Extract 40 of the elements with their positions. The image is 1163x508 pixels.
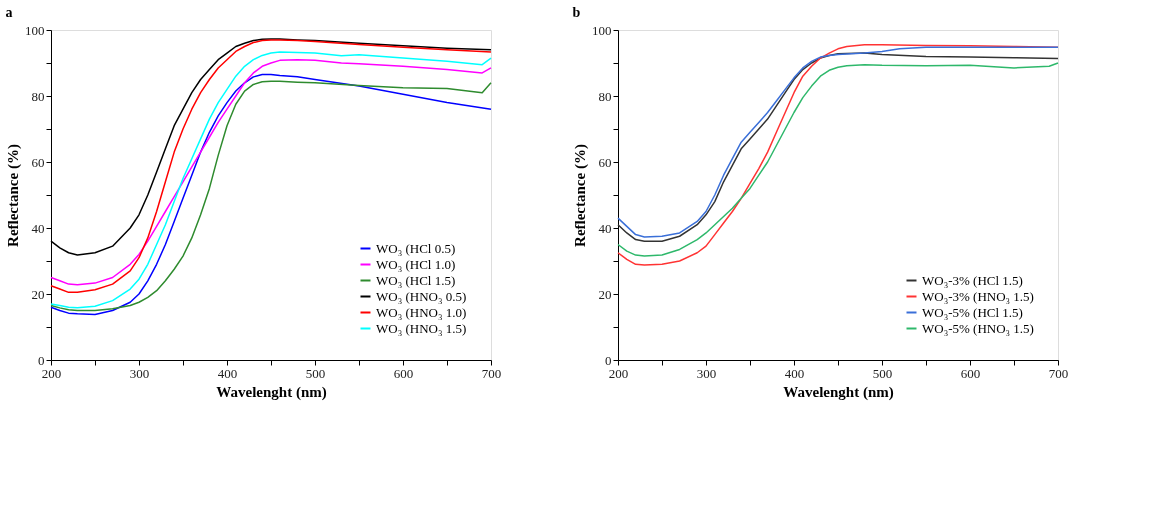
y-tick-label: 80 <box>598 88 612 104</box>
y-tick-label: 80 <box>31 88 45 104</box>
y-tick-label: 20 <box>598 286 612 302</box>
legend-label: WO₃ (HCl 1.5) <box>376 272 456 288</box>
y-tick-label: 100 <box>25 22 45 38</box>
legend-label: WO₃ (HNO₃ 1.5) <box>376 320 467 336</box>
y-axis-title: Reflectance (%) <box>5 144 22 247</box>
y-tick-label: 20 <box>31 286 45 302</box>
legend-label: WO₃-5% (HNO₃ 1.5) <box>922 320 1034 336</box>
chart-title: a <box>5 5 13 20</box>
legend-label: WO₃ (HNO₃ 0.5) <box>376 288 467 304</box>
x-tick-label: 400 <box>784 365 805 381</box>
x-axis-title: Wavelenght (nm) <box>783 383 894 401</box>
x-tick-label: 700 <box>481 365 502 381</box>
x-tick-label: 600 <box>393 365 414 381</box>
legend-label: WO₃ (HCl 0.5) <box>376 240 456 256</box>
x-tick-label: 700 <box>1048 365 1069 381</box>
x-tick-label: 500 <box>872 365 893 381</box>
x-axis-title: Wavelenght (nm) <box>216 383 327 401</box>
y-tick-label: 100 <box>592 22 612 38</box>
legend-label: WO₃ (HCl 1.0) <box>376 256 456 272</box>
legend-label: WO₃-5% (HCl 1.5) <box>922 304 1023 320</box>
x-tick-label: 300 <box>129 365 150 381</box>
legend-label: WO₃ (HNO₃ 1.0) <box>376 304 467 320</box>
x-tick-label: 200 <box>41 365 62 381</box>
y-tick-label: 40 <box>31 220 45 236</box>
x-tick-label: 600 <box>960 365 981 381</box>
y-tick-label: 60 <box>31 154 45 170</box>
legend-label: WO₃-3% (HCl 1.5) <box>922 272 1023 288</box>
x-tick-label: 200 <box>608 365 629 381</box>
legend-label: WO₃-3% (HNO₃ 1.5) <box>922 288 1034 304</box>
y-tick-label: 60 <box>598 154 612 170</box>
y-tick-label: 0 <box>38 352 45 368</box>
chart-title: b <box>572 5 581 20</box>
x-tick-label: 500 <box>305 365 326 381</box>
x-tick-label: 400 <box>217 365 238 381</box>
y-tick-label: 40 <box>598 220 612 236</box>
x-tick-label: 300 <box>696 365 717 381</box>
y-axis-title: Reflectance (%) <box>572 144 589 247</box>
y-tick-label: 0 <box>605 352 612 368</box>
